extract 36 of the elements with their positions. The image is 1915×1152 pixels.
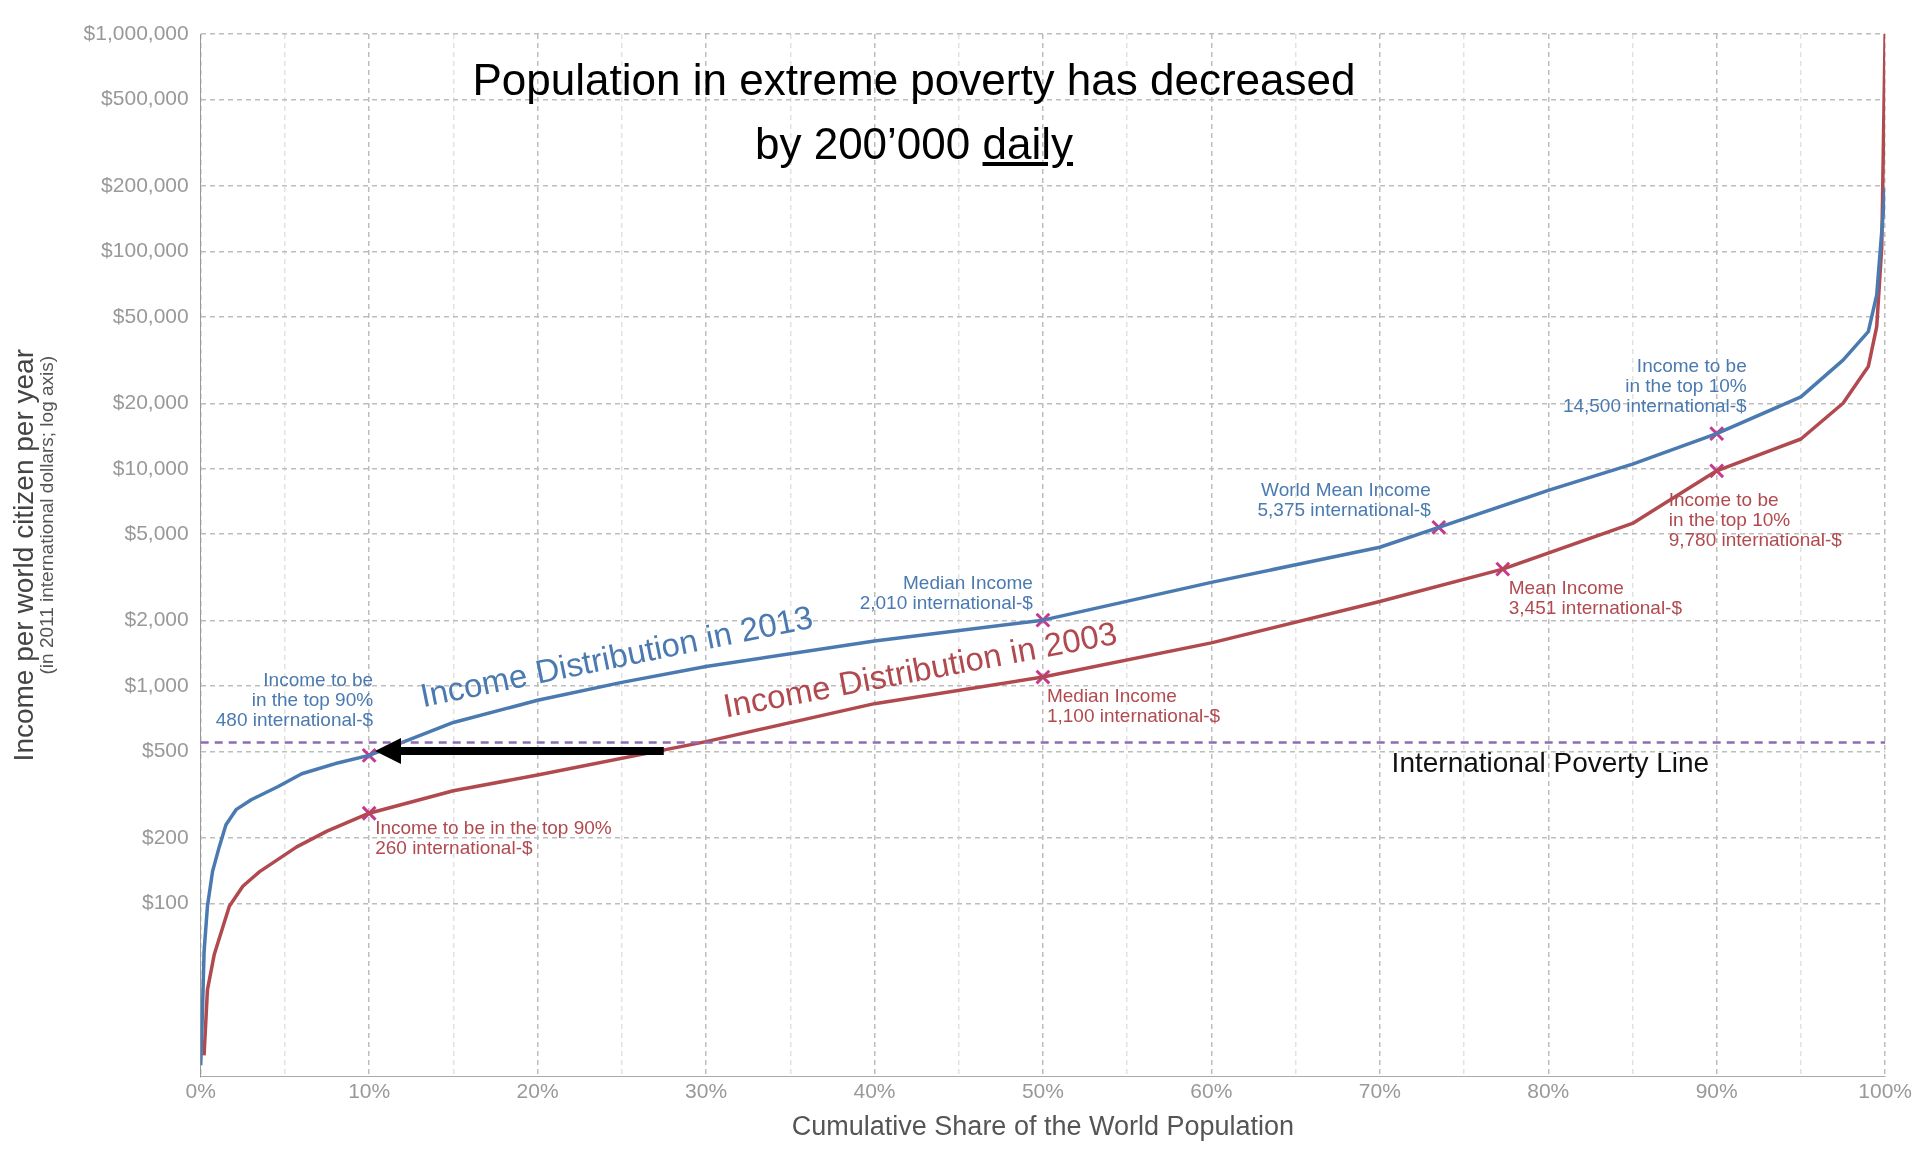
- y-tick-label: $500,000: [101, 86, 189, 110]
- y-tick-label: $1,000,000: [83, 20, 189, 44]
- y-tick-label: $5,000: [124, 520, 189, 544]
- annotation: Income to be in the top 10% 9,780 international-$: [1668, 488, 1843, 550]
- y-tick-label: $20,000: [112, 390, 189, 414]
- y-tick-label: $200,000: [101, 172, 189, 196]
- ref-line-label: International Poverty Line: [1391, 747, 1710, 779]
- annotation: Income to be in the top 10% 14,500 international-$: [1562, 355, 1748, 417]
- y-tick-label: $100,000: [101, 238, 189, 262]
- text: Population in extreme poverty has decreased by 200’000 daily: [471, 54, 1357, 170]
- y-tick-label: $200: [141, 824, 189, 848]
- annotation: Median Income 1,100 international-$: [1046, 684, 1221, 726]
- annotation: World Mean Income 5,375 international-$: [1257, 479, 1432, 521]
- x-tick-label: 30%: [685, 1078, 728, 1102]
- x-tick-label: 20%: [516, 1078, 559, 1102]
- x-tick-label: 40%: [853, 1078, 896, 1102]
- x-tick-label: 10%: [348, 1078, 391, 1102]
- x-tick-label: 60%: [1190, 1078, 1233, 1102]
- y-tick-label: $100: [141, 890, 189, 914]
- x-tick-label: 50%: [1021, 1078, 1064, 1102]
- x-tick-label: 90%: [1695, 1078, 1738, 1102]
- x-tick-label: 0%: [185, 1078, 216, 1102]
- y-tick-label: $50,000: [112, 303, 189, 327]
- x-tick-label: 80%: [1527, 1078, 1570, 1102]
- x-axis-title: Cumulative Share of the World Population: [791, 1111, 1295, 1142]
- y-tick-label: $2,000: [124, 607, 189, 631]
- annotation: Median Income 2,010 international-$: [859, 571, 1034, 613]
- y-tick-label: $10,000: [112, 455, 189, 479]
- y-axis-title: Income per world citizen per year: [7, 349, 39, 762]
- x-tick-label: 70%: [1358, 1078, 1401, 1102]
- annotation: Income to be in the top 90% 480 international-$: [215, 669, 374, 731]
- x-tick-label: 100%: [1858, 1078, 1912, 1102]
- y-tick-label: $1,000: [124, 672, 189, 696]
- annotation: Income to be in the top 90% 260 international-$: [375, 816, 612, 858]
- y-tick-label: $500: [141, 738, 189, 762]
- annotation: Mean Income 3,451 international-$: [1508, 576, 1683, 618]
